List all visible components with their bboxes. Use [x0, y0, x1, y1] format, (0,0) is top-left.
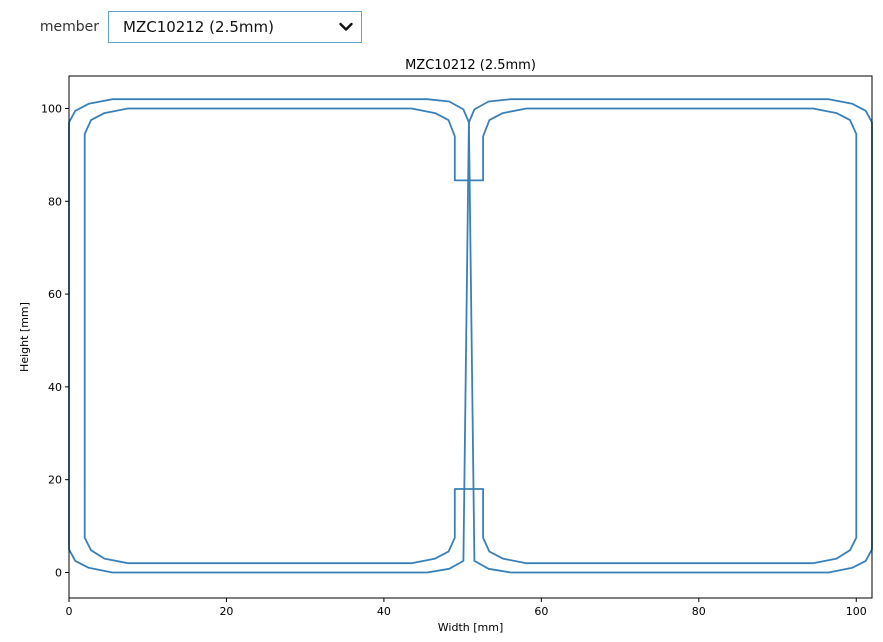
member-dropdown-value: MZC10212 (2.5mm)	[123, 17, 274, 36]
y-tick-label: 100	[41, 102, 62, 115]
series-line-2	[83, 107, 469, 565]
y-tick-label: 80	[48, 195, 62, 208]
y-tick-label: 60	[48, 288, 62, 301]
series-line-6	[468, 488, 813, 565]
y-tick-label: 0	[55, 566, 62, 579]
member-selector-row: member MZC10212 (2.5mm)	[0, 10, 362, 43]
x-tick-label: 80	[692, 605, 706, 618]
y-axis-label: Height [mm]	[18, 302, 31, 372]
series-line-3	[128, 488, 469, 565]
x-tick-label: 20	[219, 605, 233, 618]
series-line-4	[467, 98, 873, 574]
x-tick-label: 60	[534, 605, 548, 618]
axes-frame	[68, 75, 873, 599]
series-line-5	[468, 107, 858, 565]
x-tick-label: 0	[66, 605, 73, 618]
x-tick-label: 40	[377, 605, 391, 618]
series-line-1	[68, 98, 470, 574]
member-label: member	[39, 18, 99, 35]
member-dropdown[interactable]: MZC10212 (2.5mm)	[108, 10, 362, 43]
x-axis-label: Width [mm]	[438, 621, 503, 634]
x-tick-label: 100	[846, 605, 867, 618]
y-tick-label: 40	[48, 381, 62, 394]
section-profile-chart: 0 20 40 60 80 100 0 20 40 60 80 100 MZC10212 (2.5mm)…	[18, 58, 873, 634]
chevron-down-icon	[339, 22, 353, 31]
chart-title: MZC10212 (2.5mm)	[405, 58, 536, 73]
y-tick-label: 20	[48, 474, 62, 487]
